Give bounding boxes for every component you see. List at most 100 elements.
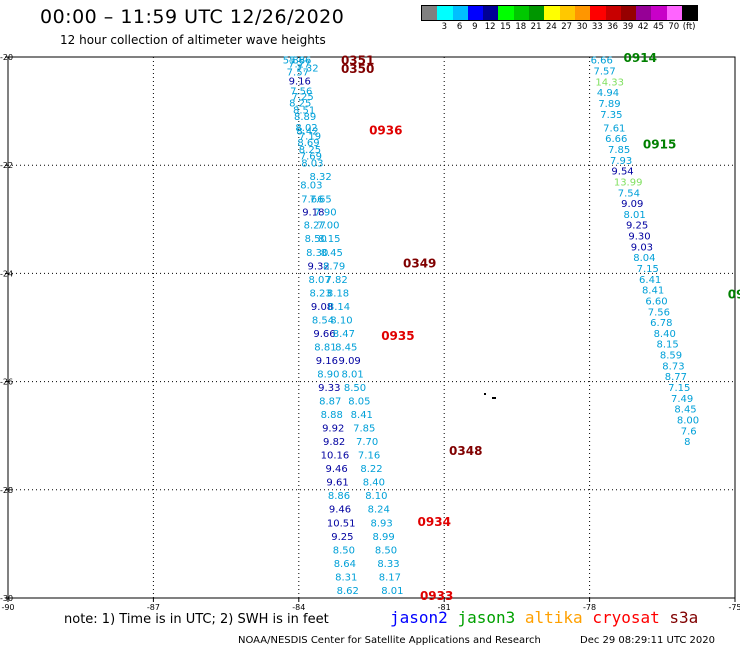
swh-value: 9.32 (308, 261, 330, 272)
swh-value: 6.78 (650, 318, 672, 329)
pass-label: 0916 (728, 287, 740, 301)
pass-label: 0915 (643, 138, 676, 152)
swh-value: 9.46 (325, 464, 347, 475)
color-swatch (437, 6, 453, 20)
lon-tick-label: -75 (728, 603, 740, 612)
color-scale-label: 36 (607, 22, 619, 32)
swh-value: 8.30 (306, 248, 328, 259)
color-scale-label: 6 (456, 22, 463, 32)
color-swatch (452, 6, 468, 20)
color-scale-label: 33 (591, 22, 603, 32)
swh-value: 8.41 (351, 410, 373, 421)
satellite-legend: jason2 jason3 altika cryosat s3a (390, 608, 698, 627)
altimeter-tracks: 5.885.667.277.327.579.167.567.258.258.51… (283, 56, 699, 597)
swh-value: 8.93 (371, 518, 393, 529)
swh-value: 6.41 (639, 275, 661, 286)
swh-value: 9.61 (326, 478, 348, 489)
legend-entry-jason3: jason3 (457, 608, 516, 627)
lat-tick-label: -22 (0, 161, 13, 170)
swh-value: 8.59 (660, 351, 682, 362)
swh-value: 8.69 (297, 138, 319, 149)
swh-value: 7.85 (353, 424, 375, 435)
swh-value: 8.03 (300, 181, 322, 192)
color-swatch (422, 6, 438, 20)
legend-entry-altika: altika (524, 608, 583, 627)
swh-value: 8.50 (375, 545, 397, 556)
swh-value: 9.16 (316, 356, 338, 367)
swh-value: 8.62 (337, 586, 359, 597)
swh-value: 8.18 (327, 288, 349, 299)
swh-value: 8.03 (301, 158, 323, 169)
color-scale-label: 24 (545, 22, 557, 32)
swh-value: 7.82 (325, 275, 347, 286)
swh-value: 9.09 (621, 199, 643, 210)
color-scale-label: 21 (530, 22, 542, 32)
swh-value: 7.90 (314, 208, 336, 219)
swh-value: 8.01 (624, 210, 646, 221)
swh-value: 8.81 (314, 342, 336, 353)
swh-value: 6.66 (605, 134, 627, 145)
swh-value: 7.49 (671, 394, 693, 405)
swh-value: 8.51 (293, 105, 315, 116)
legend-entry-jason2: jason2 (390, 608, 448, 627)
swh-value: 8.17 (379, 572, 401, 583)
swh-value: 8.15 (318, 234, 340, 245)
swh-value: 7.25 (292, 92, 314, 103)
swh-value: 7.54 (618, 188, 640, 199)
color-scale-label: 39 (622, 22, 634, 32)
swh-value: 9.33 (318, 383, 340, 394)
swh-value: 8.87 (319, 397, 341, 408)
swh-value: 7.15 (637, 264, 659, 275)
color-swatch (620, 6, 637, 20)
swh-value: 7.16 (358, 451, 380, 462)
swh-value: 8.32 (309, 172, 331, 183)
color-swatch (544, 6, 560, 20)
lat-tick-label: -24 (0, 269, 13, 278)
swh-value: 9.25 (331, 532, 353, 543)
swh-value: 7.93 (610, 156, 632, 167)
page-title: 00:00 – 11:59 UTC 12/26/2020 (40, 6, 345, 28)
color-scale-label: 30 (576, 22, 588, 32)
swh-value: 8.23 (309, 288, 331, 299)
color-scale-label: 70 (668, 22, 680, 32)
swh-value: 8.45 (335, 342, 357, 353)
color-swatch (605, 6, 621, 20)
swh-value: 13.99 (614, 177, 643, 188)
swh-value: 8.73 (662, 361, 684, 372)
credit-line: NOAA/NESDIS Center for Satellite Applica… (238, 635, 541, 646)
color-swatch (682, 6, 698, 20)
swh-value: 8.47 (333, 329, 355, 340)
swh-value: 8.54 (312, 315, 334, 326)
swh-value: 8.40 (363, 478, 385, 489)
swh-value: 7.89 (598, 99, 620, 110)
swh-value: 7.85 (608, 145, 630, 156)
lon-tick-label: -90 (1, 603, 14, 612)
color-scale-label: 18 (515, 22, 527, 32)
timestamp: Dec 29 08:29:11 UTC 2020 (580, 635, 715, 646)
swh-value: 8.79 (323, 261, 345, 272)
color-scale-label: 15 (500, 22, 511, 32)
swh-value: 9.08 (311, 302, 333, 313)
swh-value: 4.94 (597, 88, 619, 99)
color-swatch (498, 6, 514, 20)
swh-value: 8.50 (344, 383, 366, 394)
lat-tick-label: -20 (0, 53, 13, 62)
swh-value: 7.15 (668, 383, 690, 394)
swh-value: 8.64 (334, 559, 356, 570)
swh-value: 8.90 (317, 369, 339, 380)
pass-label: 0350 (341, 62, 374, 76)
color-swatch (666, 6, 683, 20)
lon-tick-label: -84 (292, 603, 305, 612)
swh-value: 9.18 (302, 208, 324, 219)
swh-value: 9.09 (339, 356, 361, 367)
swh-value: 8.02 (295, 123, 317, 134)
swh-value: 8.33 (377, 559, 399, 570)
pass-label: 0348 (449, 444, 482, 458)
swh-value: 8.45 (674, 405, 696, 416)
swh-value: 8.14 (328, 302, 350, 313)
swh-value: 10.16 (321, 451, 350, 462)
swh-value: 8.89 (294, 112, 316, 123)
swh-value: 9.30 (628, 232, 650, 243)
